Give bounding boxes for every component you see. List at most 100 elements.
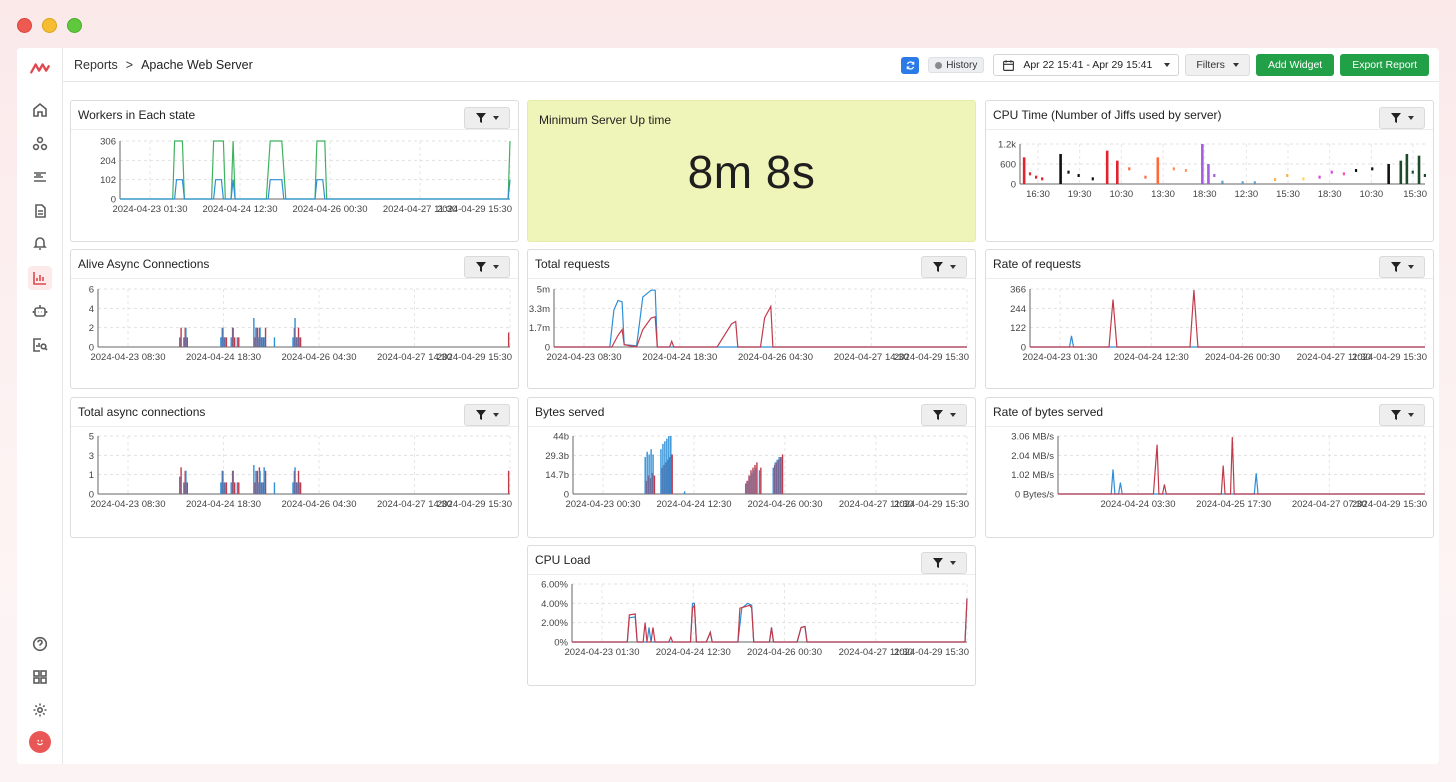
x-tick-label: 2024-04-29 15:30	[437, 352, 512, 363]
bar	[1028, 172, 1032, 176]
widget-title: CPU Load	[535, 553, 591, 567]
x-tick-label: 2024-04-29 15:30	[894, 352, 969, 363]
refresh-button[interactable]	[901, 56, 920, 74]
bar	[664, 441, 666, 494]
bar	[298, 482, 300, 494]
x-tick-label: 2024-04-23 01:30	[1022, 352, 1097, 363]
bar	[774, 462, 776, 494]
bar	[299, 337, 302, 347]
bar	[1172, 167, 1175, 171]
chevron-down-icon	[949, 265, 956, 269]
series-line	[554, 304, 967, 348]
series-line	[572, 598, 968, 643]
bar	[294, 467, 296, 494]
widget-title: Rate of requests	[993, 257, 1082, 271]
bar	[748, 475, 751, 494]
bar	[1405, 154, 1409, 184]
minimize-window-button[interactable]	[42, 18, 57, 33]
bar	[253, 465, 255, 494]
widget-total-requests: Total requests 5m 3.3m 1.7m 0 2024-04-23 08:…	[527, 249, 976, 389]
widget-title: Workers in Each state	[78, 108, 196, 122]
user-avatar[interactable]	[29, 731, 51, 753]
bar	[257, 337, 259, 347]
x-tick-label: 2024-04-24 03:30	[1100, 499, 1175, 510]
y-tick-label: 44b	[553, 432, 569, 443]
widget-filter-button[interactable]	[921, 552, 967, 574]
widget-filter-button[interactable]	[921, 256, 967, 278]
filter-icon	[1390, 262, 1401, 272]
x-tick-label: 2024-04-24 12:30	[656, 499, 731, 510]
bar	[263, 467, 265, 494]
bar	[264, 470, 267, 494]
bar	[1077, 174, 1080, 177]
bar	[653, 475, 656, 494]
breadcrumb: Reports > Apache Web Server	[74, 58, 253, 72]
bar	[179, 337, 181, 347]
widget-filter-button[interactable]	[464, 404, 510, 426]
breadcrumb-reports[interactable]: Reports	[74, 58, 118, 72]
bar	[183, 482, 185, 494]
y-tick-label: 4.00%	[541, 599, 568, 610]
y-tick-label: 600	[1000, 160, 1016, 171]
grid-icon[interactable]	[30, 667, 50, 687]
bar	[746, 480, 749, 494]
widget-cpu-load: CPU Load 6.00% 4.00% 2.00% 0% 2024-04-23 01:…	[527, 545, 976, 686]
home-icon[interactable]	[30, 100, 50, 120]
widget-filter-button[interactable]	[1379, 107, 1425, 129]
y-tick-label: 5m	[537, 285, 550, 296]
export-report-button[interactable]: Export Report	[1340, 54, 1429, 76]
x-tick-label: 19:30	[1068, 189, 1092, 200]
robot-icon[interactable]	[30, 301, 50, 321]
chevron-down-icon	[1232, 63, 1239, 67]
widget-title: Rate of bytes served	[993, 405, 1104, 419]
help-icon[interactable]	[30, 634, 50, 654]
toolbar: History Apr 22 15:41 - Apr 29 15:41 Filt…	[901, 54, 1429, 76]
chevron-down-icon	[492, 413, 499, 417]
y-tick-label: 4	[89, 304, 94, 315]
close-window-button[interactable]	[17, 18, 32, 33]
date-range-picker[interactable]: Apr 22 15:41 - Apr 29 15:41	[993, 54, 1180, 76]
chevron-down-icon	[1407, 413, 1414, 417]
widget-filter-button[interactable]	[464, 107, 510, 129]
document-icon[interactable]	[30, 201, 50, 221]
filter-icon	[1390, 410, 1401, 420]
widget-rate-of-requests: Rate of requests 366 244 122 0 2024-04-23 01…	[985, 249, 1434, 389]
widget-filter-button[interactable]	[921, 404, 967, 426]
logo-icon[interactable]	[28, 57, 52, 79]
bar	[230, 482, 232, 494]
y-tick-label: 5	[89, 432, 94, 443]
bar	[1286, 174, 1289, 177]
bar	[236, 337, 239, 347]
chevron-down-icon	[492, 116, 499, 120]
bar	[233, 337, 236, 347]
gear-icon[interactable]	[30, 700, 50, 720]
widget-filter-button[interactable]	[1379, 256, 1425, 278]
list-icon[interactable]	[30, 167, 50, 187]
search-chart-icon[interactable]	[30, 335, 50, 355]
widget-title: Minimum Server Up time	[539, 113, 672, 127]
y-tick-label: 102	[100, 175, 116, 186]
reports-icon[interactable]	[28, 266, 52, 290]
x-tick-label: 2024-04-29 15:30	[437, 499, 512, 510]
bell-icon[interactable]	[30, 233, 50, 253]
bar	[648, 454, 650, 494]
history-toggle[interactable]: History	[928, 57, 985, 73]
widget-filter-button[interactable]	[464, 256, 510, 278]
chart-cpu-time: 1.2k 600 0 16:30 19:30 10:30 13:30 18:30 12:30 15…	[998, 140, 1427, 201]
filter-icon	[932, 262, 943, 272]
bar	[273, 337, 276, 347]
y-tick-label: 0	[1021, 343, 1026, 354]
y-tick-label: 3.3m	[529, 304, 550, 315]
x-tick-label: 18:30	[1318, 189, 1342, 200]
maximize-window-button[interactable]	[67, 18, 82, 33]
widget-filter-button[interactable]	[1379, 404, 1425, 426]
add-widget-button[interactable]: Add Widget	[1255, 54, 1335, 76]
bar	[1156, 157, 1160, 184]
filters-button[interactable]: Filters	[1185, 54, 1250, 76]
nodes-icon[interactable]	[30, 134, 50, 154]
y-tick-label: 2	[89, 323, 94, 334]
chevron-down-icon	[1407, 116, 1414, 120]
